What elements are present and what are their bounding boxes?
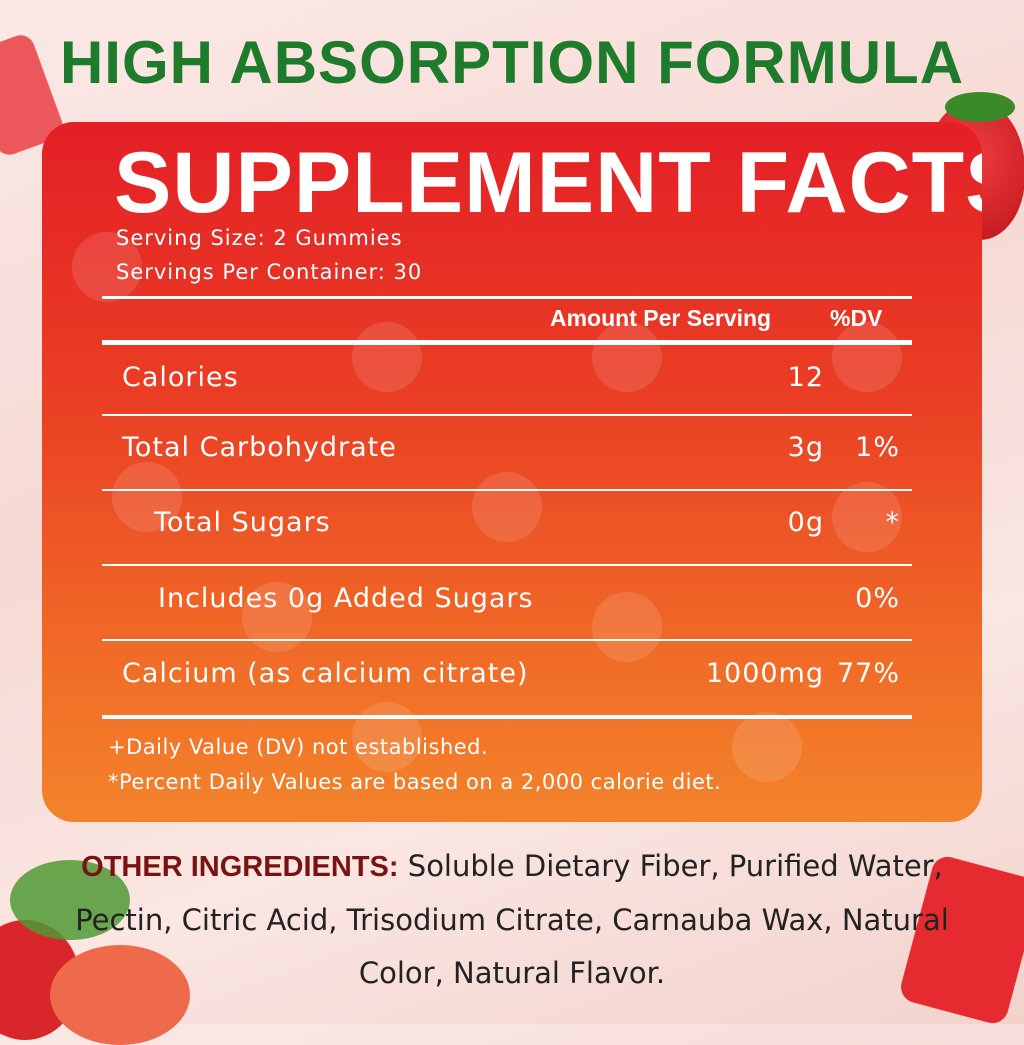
nutrient-dv: 1% — [855, 432, 900, 463]
table-row: Calories 12 — [102, 362, 912, 402]
divider — [102, 414, 912, 416]
table-row: Total Carbohydrate 3g 1% — [102, 432, 912, 472]
ingredients-text: Soluble Dietary Fiber, Purified Water, P… — [75, 849, 949, 990]
nutrient-amount: 1000mg — [705, 658, 824, 689]
strawberry-leaf-image — [945, 92, 1015, 122]
nutrient-label: Calories — [122, 362, 239, 393]
footnote-percent: *Percent Daily Values are based on a 2,0… — [108, 770, 722, 794]
nutrient-dv: 0% — [855, 583, 900, 614]
panel-heading: SUPPLEMENT FACTS — [114, 135, 982, 231]
divider — [102, 639, 912, 641]
nutrient-label: Includes 0g Added Sugars — [158, 583, 534, 614]
ingredients-label: OTHER INGREDIENTS: — [81, 851, 399, 883]
table-row: Total Sugars 0g * — [102, 507, 912, 547]
nutrient-label: Calcium (as calcium citrate) — [122, 658, 529, 689]
nutrient-label: Total Carbohydrate — [122, 432, 397, 463]
divider — [102, 489, 912, 491]
other-ingredients: OTHER INGREDIENTS: Soluble Dietary Fiber… — [60, 840, 964, 1000]
headline: HIGH ABSORPTION FORMULA — [59, 29, 965, 96]
amount-header: Amount Per Serving — [550, 305, 772, 331]
divider — [102, 340, 912, 345]
nutrient-amount: 3g — [787, 432, 824, 463]
nutrient-amount: 12 — [787, 362, 824, 393]
nutrient-dv: 77% — [836, 658, 900, 689]
serving-size: Serving Size: 2 Gummies — [116, 226, 403, 250]
divider — [102, 715, 912, 719]
strawberry-leaf-image — [10, 860, 130, 940]
nutrient-amount: 0g — [787, 507, 824, 538]
dv-header: %DV — [830, 305, 883, 331]
servings-per-container: Servings Per Container: 30 — [116, 260, 423, 284]
supplement-facts-panel: SUPPLEMENT FACTS Serving Size: 2 Gummies… — [42, 122, 982, 822]
nutrient-dv: * — [885, 507, 900, 538]
table-row: Calcium (as calcium citrate) 1000mg 77% — [102, 658, 912, 698]
nutrient-label: Total Sugars — [154, 507, 331, 538]
divider — [102, 296, 912, 299]
table-row: Includes 0g Added Sugars 0% — [102, 583, 912, 623]
divider — [102, 564, 912, 566]
footnote-dv: +Daily Value (DV) not established. — [108, 735, 489, 759]
